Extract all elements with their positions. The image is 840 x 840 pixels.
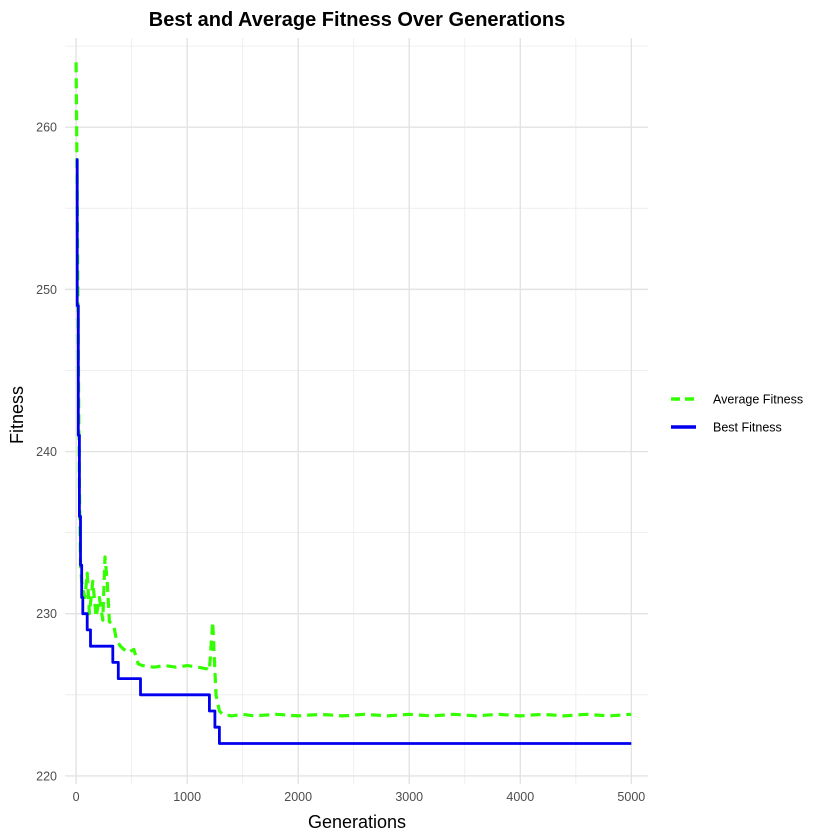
series-line-best-fitness <box>75 158 632 745</box>
y-tick-label: 260 <box>36 121 57 135</box>
x-tick-label: 1000 <box>173 790 201 804</box>
tick-labels: 0 1000 2000 3000 4000 5000 220 230 240 250 260 <box>36 121 645 804</box>
x-tick-label: 2000 <box>284 790 312 804</box>
y-axis-title: Fitness <box>7 386 27 444</box>
legend-label-best-fitness: Best Fitness <box>713 421 782 435</box>
y-tick-label: 230 <box>36 607 57 621</box>
x-tick-label: 0 <box>73 790 80 804</box>
x-tick-label: 3000 <box>395 790 423 804</box>
x-tick-label: 5000 <box>617 790 645 804</box>
series-line-average-fitness <box>74 62 632 718</box>
legend: Average Fitness Best Fitness <box>671 393 803 435</box>
x-tick-label: 4000 <box>506 790 534 804</box>
chart-title: Best and Average Fitness Over Generation… <box>149 9 565 31</box>
x-axis-title: Generations <box>308 812 406 832</box>
legend-label-average-fitness: Average Fitness <box>713 393 803 407</box>
grid-lines <box>65 38 648 784</box>
series-layer <box>74 62 632 745</box>
y-tick-label: 220 <box>36 769 57 783</box>
y-tick-label: 240 <box>36 445 57 459</box>
y-tick-label: 250 <box>36 283 57 297</box>
